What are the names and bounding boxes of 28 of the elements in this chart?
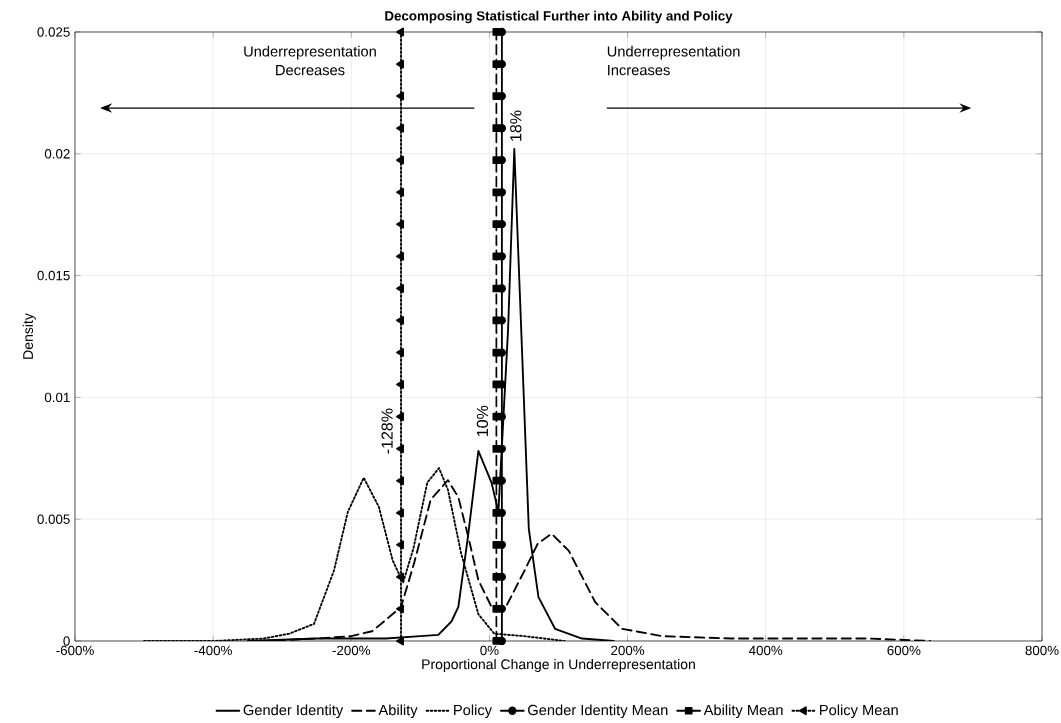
legend-label: Gender Identity xyxy=(243,704,344,719)
legend-label: Ability xyxy=(378,704,418,719)
annotation: 10% xyxy=(476,405,489,436)
y-axis-title: Density xyxy=(22,313,36,359)
y-tick-label: 0.01 xyxy=(44,392,70,403)
x-tick-label: 600% xyxy=(887,645,921,656)
y-tick-label: 0.02 xyxy=(44,149,70,159)
y-tick-label: 0 xyxy=(63,636,70,646)
x-tick-label: -400% xyxy=(194,645,232,656)
legend-label: Policy Mean xyxy=(820,704,898,719)
x-tick-label: 400% xyxy=(748,645,783,656)
annotation: -128% xyxy=(381,408,393,454)
x-tick-label: 0% xyxy=(480,645,499,656)
x-tick-label: -200% xyxy=(332,645,371,656)
annotation: Underrepresentation Increases xyxy=(607,45,740,76)
x-axis-title: Proportional Change in Underrepresentation xyxy=(422,658,695,673)
legend-label: Gender Identity Mean xyxy=(528,704,668,719)
y-tick-label: 0.025 xyxy=(37,27,70,37)
chart-title: Decomposing Statistical Further into Ability and Policy xyxy=(385,10,733,24)
x-tick-label: 800% xyxy=(1025,645,1059,656)
y-tick-label: 0.005 xyxy=(37,514,70,524)
annotation: Underrepresentation Decreases xyxy=(244,45,376,76)
x-tick-label: -600% xyxy=(56,645,94,656)
annotation: 18% xyxy=(510,110,522,141)
y-tick-label: 0.015 xyxy=(37,270,70,281)
legend-label: Policy xyxy=(454,704,492,719)
legend-label: Ability Mean xyxy=(703,704,783,719)
x-tick-label: 200% xyxy=(611,645,645,656)
